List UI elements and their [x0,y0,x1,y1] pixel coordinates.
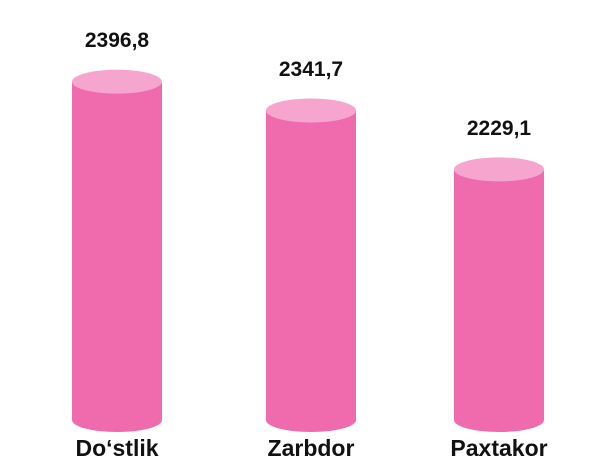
value-label: 2229,1 [467,117,532,140]
value-label: 2396,8 [85,29,150,52]
x-tick-label: Do‘stlik [75,435,158,461]
x-tick-label: Paxtakor [450,435,547,461]
x-tick-label: Zarbdor [268,435,355,461]
cylinder-bar [266,110,356,432]
value-label: 2341,7 [279,58,343,81]
cylinder-top [266,98,356,123]
cylinder-top [72,69,162,94]
cylinder-bar [72,81,162,433]
cylinder-bar [454,169,544,432]
cylinder-top [454,157,544,182]
